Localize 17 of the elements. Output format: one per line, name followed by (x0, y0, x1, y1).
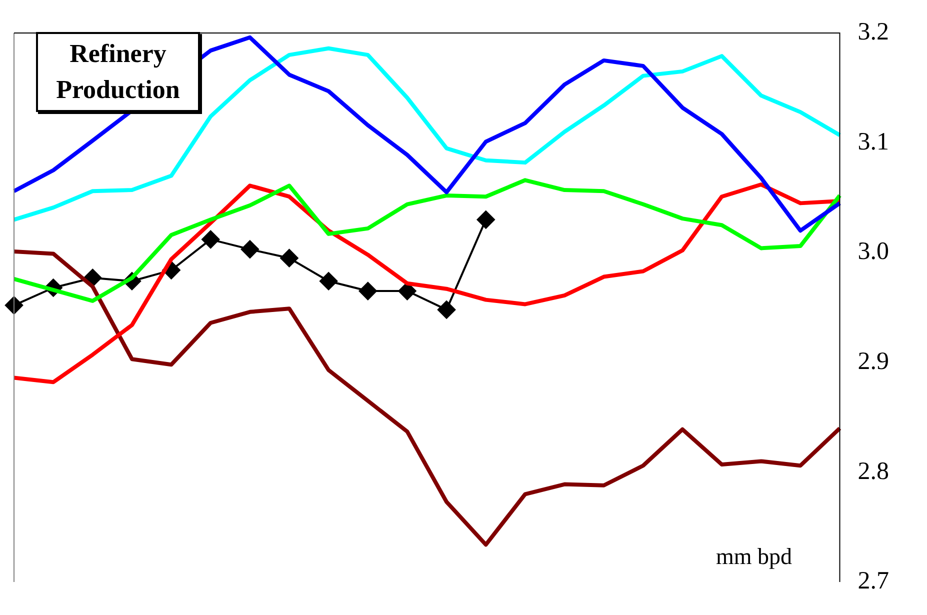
point (5, 296, 23, 314)
y-tick-label: 2.9 (858, 348, 889, 375)
point (280, 249, 298, 268)
y-tick-label: 2.7 (858, 568, 889, 595)
y-tick-label: 2.8 (858, 458, 889, 485)
point (358, 282, 377, 300)
y-tick-label: 3.1 (858, 128, 889, 156)
annotation: mm bpd (716, 544, 792, 570)
text: Refinery Production (36, 32, 200, 112)
point (240, 240, 259, 258)
point (476, 210, 495, 229)
point (320, 272, 338, 290)
y-tick-label: 3.0 (858, 238, 889, 266)
y-tick-label: 3.2 (858, 18, 889, 46)
point (202, 230, 220, 248)
point (438, 300, 456, 319)
point (398, 282, 416, 300)
